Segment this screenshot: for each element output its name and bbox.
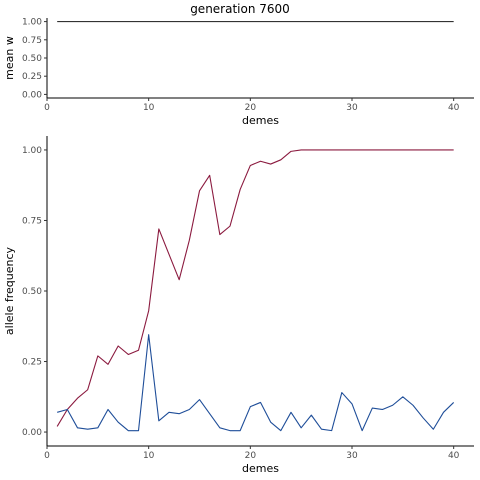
allele-frequency-panel: 0 10 20 30 40 0.00 0.25 0.50 0.75 1.00 demes allele…	[3, 136, 474, 475]
top-y-tick-label: 0.00	[22, 90, 42, 100]
top-x-tick-label: 30	[346, 103, 358, 113]
bottom-y-tick-label: 0.25	[22, 358, 42, 368]
bottom-x-tick-label: 40	[448, 451, 460, 461]
bottom-x-tick-label: 20	[245, 451, 257, 461]
top-y-tick-label: 0.50	[22, 54, 42, 64]
top-x-tick-label: 40	[448, 103, 460, 113]
top-y-tick-label: 1.00	[22, 18, 42, 28]
bottom-series-1-line	[56, 149, 454, 427]
bottom-x-tick-label: 30	[346, 451, 358, 461]
bottom-x-tick-label: 0	[44, 451, 50, 461]
bottom-series-2-line	[57, 334, 455, 432]
bottom-x-tick-label: 10	[143, 451, 155, 461]
bottom-y-tick-label: 0.75	[22, 216, 42, 226]
top-x-tick-label: 20	[245, 103, 257, 113]
top-y-tick-label: 0.25	[22, 72, 42, 82]
bottom-x-axis-title: demes	[242, 462, 279, 475]
bottom-y-tick-label: 0.50	[22, 287, 42, 297]
top-x-tick-label: 10	[143, 103, 155, 113]
bottom-y-tick-label: 0.00	[22, 428, 42, 438]
top-x-tick-label: 0	[44, 103, 50, 113]
bottom-y-axis-title: allele frequency	[3, 246, 16, 335]
plot-title: generation 7600	[190, 2, 290, 16]
top-y-axis-title: mean w	[3, 36, 16, 80]
top-x-axis-title: demes	[242, 114, 279, 127]
mean-w-panel: 0 10 20 30 40 0.00 0.25 0.50 0.75 1.00 demes mean w	[3, 18, 474, 127]
bottom-y-tick-label: 1.00	[22, 146, 42, 156]
top-y-tick-label: 0.75	[22, 36, 42, 46]
